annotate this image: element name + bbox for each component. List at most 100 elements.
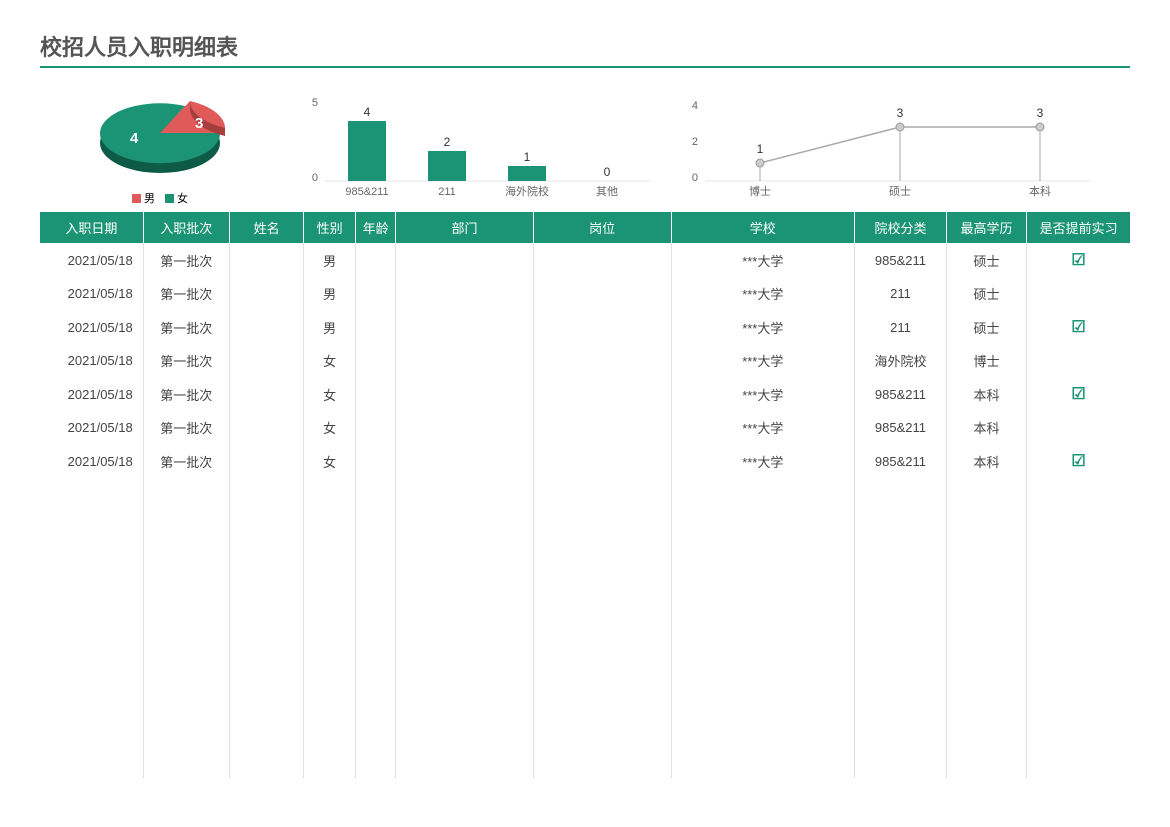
table-cell[interactable]: 女 [304,444,356,478]
table-cell[interactable] [229,444,304,478]
th-school[interactable]: 学校 [671,212,855,243]
intern-cell[interactable]: ☑ [1027,310,1130,344]
table-cell[interactable]: 海外院校 [855,344,947,377]
table-cell[interactable]: 本科 [946,411,1026,444]
table-cell[interactable]: 第一批次 [143,444,229,478]
table-cell[interactable]: 硕士 [946,277,1026,310]
th-intern[interactable]: 是否提前实习 [1027,212,1130,243]
intern-cell[interactable] [1027,411,1130,444]
table-cell[interactable]: 第一批次 [143,377,229,411]
table-cell[interactable]: 第一批次 [143,411,229,444]
table-cell[interactable]: 男 [304,310,356,344]
table-cell[interactable] [396,377,534,411]
table-cell[interactable] [356,243,396,277]
table-row[interactable]: 2021/05/18第一批次 男 ***大学211硕士 [40,277,1130,310]
intern-cell[interactable] [1027,277,1130,310]
table-cell[interactable]: 2021/05/18 [40,377,143,411]
table-cell[interactable]: ***大学 [671,344,855,377]
table-cell[interactable] [229,377,304,411]
intern-cell[interactable]: ☑ [1027,377,1130,411]
th-pos[interactable]: 岗位 [533,212,671,243]
table-cell[interactable]: 211 [855,277,947,310]
th-age[interactable]: 年龄 [356,212,396,243]
table-cell[interactable] [533,243,671,277]
table-cell[interactable]: 2021/05/18 [40,243,143,277]
table-cell[interactable] [533,277,671,310]
table-cell[interactable] [396,310,534,344]
table-cell[interactable] [356,277,396,310]
th-batch[interactable]: 入职批次 [143,212,229,243]
table-cell[interactable]: 第一批次 [143,310,229,344]
th-gender[interactable]: 性别 [304,212,356,243]
table-cell[interactable] [356,344,396,377]
intern-cell[interactable]: ☑ [1027,243,1130,277]
intern-cell[interactable]: ☑ [1027,444,1130,478]
table-cell[interactable]: 女 [304,377,356,411]
table-cell[interactable] [396,344,534,377]
table-cell[interactable]: 985&211 [855,243,947,277]
table-cell[interactable]: 2021/05/18 [40,344,143,377]
table-cell[interactable]: 女 [304,344,356,377]
table-cell[interactable] [356,377,396,411]
th-dept[interactable]: 部门 [396,212,534,243]
table-cell[interactable]: 本科 [946,444,1026,478]
th-edu[interactable]: 最高学历 [946,212,1026,243]
table-cell[interactable]: 男 [304,243,356,277]
table-row[interactable]: 2021/05/18第一批次 男 ***大学985&211硕士☑ [40,243,1130,277]
table-cell[interactable]: 第一批次 [143,277,229,310]
th-cat[interactable]: 院校分类 [855,212,947,243]
table-cell[interactable]: 女 [304,411,356,444]
line-val-1: 3 [897,106,904,120]
table-row[interactable]: 2021/05/18第一批次 女 ***大学985&211本科 [40,411,1130,444]
table-cell[interactable]: 2021/05/18 [40,444,143,478]
table-cell[interactable] [396,243,534,277]
table-cell[interactable] [229,310,304,344]
table-cell[interactable]: 博士 [946,344,1026,377]
table-cell[interactable]: 985&211 [855,444,947,478]
table-cell[interactable]: ***大学 [671,310,855,344]
table-cell[interactable] [229,277,304,310]
table-header: 入职日期 入职批次 姓名 性别 年龄 部门 岗位 学校 院校分类 最高学历 是否… [40,212,1130,243]
table-cell[interactable]: ***大学 [671,411,855,444]
table-cell[interactable]: 第一批次 [143,344,229,377]
table-cell[interactable]: 2021/05/18 [40,411,143,444]
bar-2: 1 海外院校 [505,150,549,198]
intern-cell[interactable] [1027,344,1130,377]
table-cell[interactable]: 985&211 [855,377,947,411]
table-cell[interactable] [229,243,304,277]
table-cell[interactable] [533,377,671,411]
table-cell[interactable]: ***大学 [671,377,855,411]
table-cell[interactable] [533,344,671,377]
table-cell[interactable] [533,444,671,478]
table-cell[interactable]: ***大学 [671,444,855,478]
table-row[interactable]: 2021/05/18第一批次 男 ***大学211硕士☑ [40,310,1130,344]
table-cell[interactable]: ***大学 [671,243,855,277]
table-cell[interactable]: 985&211 [855,411,947,444]
table-cell[interactable] [533,411,671,444]
table-cell[interactable]: 2021/05/18 [40,277,143,310]
table-cell[interactable]: 2021/05/18 [40,310,143,344]
table-cell[interactable]: 硕士 [946,310,1026,344]
table-cell[interactable]: 男 [304,277,356,310]
table-cell[interactable]: 本科 [946,377,1026,411]
table-row[interactable]: 2021/05/18第一批次 女 ***大学985&211本科☑ [40,444,1130,478]
table-cell[interactable] [396,444,534,478]
table-cell[interactable]: ***大学 [671,277,855,310]
table-cell[interactable] [229,411,304,444]
th-name[interactable]: 姓名 [229,212,304,243]
table-cell[interactable] [356,310,396,344]
table-row[interactable]: 2021/05/18第一批次 女 ***大学海外院校博士 [40,344,1130,377]
table-cell[interactable]: 第一批次 [143,243,229,277]
table-cell[interactable] [356,411,396,444]
table-cell[interactable] [396,411,534,444]
th-date[interactable]: 入职日期 [40,212,143,243]
table-cell[interactable] [396,277,534,310]
table-cell[interactable] [356,444,396,478]
table-cell[interactable] [229,344,304,377]
legend-male: 男 [132,190,155,206]
table-row[interactable]: 2021/05/18第一批次 女 ***大学985&211本科☑ [40,377,1130,411]
bar-0: 4 985&211 [345,105,388,198]
table-cell[interactable] [533,310,671,344]
table-cell[interactable]: 211 [855,310,947,344]
table-cell[interactable]: 硕士 [946,243,1026,277]
